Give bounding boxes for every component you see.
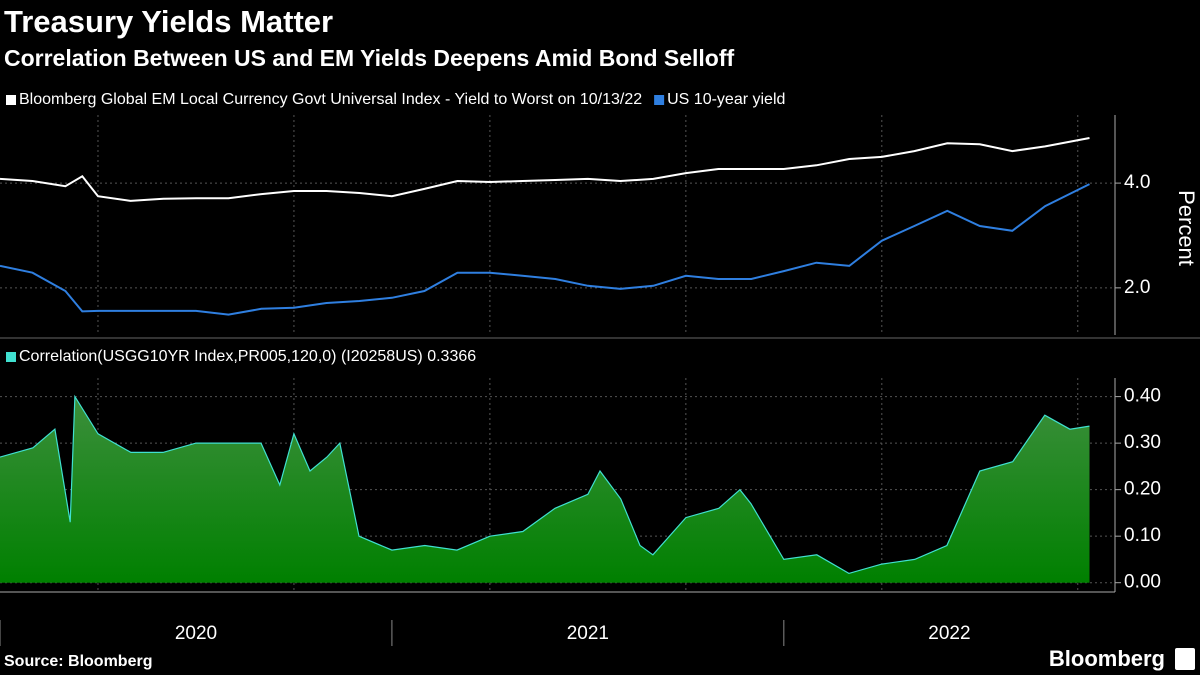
logo: Bloomberg: [1049, 646, 1165, 671]
line: [0, 137, 1090, 202]
y-tick-label: 0.40: [1124, 386, 1161, 407]
y-tick-label: 4.0: [1124, 172, 1150, 193]
source: Source: Bloomberg: [4, 653, 152, 670]
x-tick-label: 2020: [175, 623, 217, 644]
area-outline: [0, 394, 1090, 575]
legend-label: Bloomberg Global EM Local Currency Govt …: [19, 91, 642, 108]
legend-swatch: [6, 352, 16, 362]
logo-icon: [1175, 648, 1195, 670]
y-tick-label: 2.0: [1124, 277, 1150, 298]
area: [0, 396, 1090, 583]
y-tick-label: 0.20: [1124, 479, 1161, 500]
legend-swatch: [6, 95, 16, 105]
chart-title: Treasury Yields Matter: [4, 4, 333, 39]
line: [0, 183, 1090, 316]
legend-label: Correlation(USGG10YR Index,PR005,120,0) …: [19, 348, 476, 365]
y-axis-label: Percent: [1174, 190, 1199, 266]
legend-label: US 10-year yield: [667, 91, 785, 108]
x-tick-label: 2021: [567, 623, 609, 644]
legend-swatch: [654, 95, 665, 105]
x-tick-label: 2022: [928, 623, 970, 644]
chart-subtitle: Correlation Between US and EM Yields Dee…: [4, 45, 735, 71]
y-tick-label: 0.00: [1124, 572, 1161, 593]
y-tick-label: 0.10: [1124, 525, 1161, 546]
y-tick-label: 0.30: [1124, 432, 1161, 453]
